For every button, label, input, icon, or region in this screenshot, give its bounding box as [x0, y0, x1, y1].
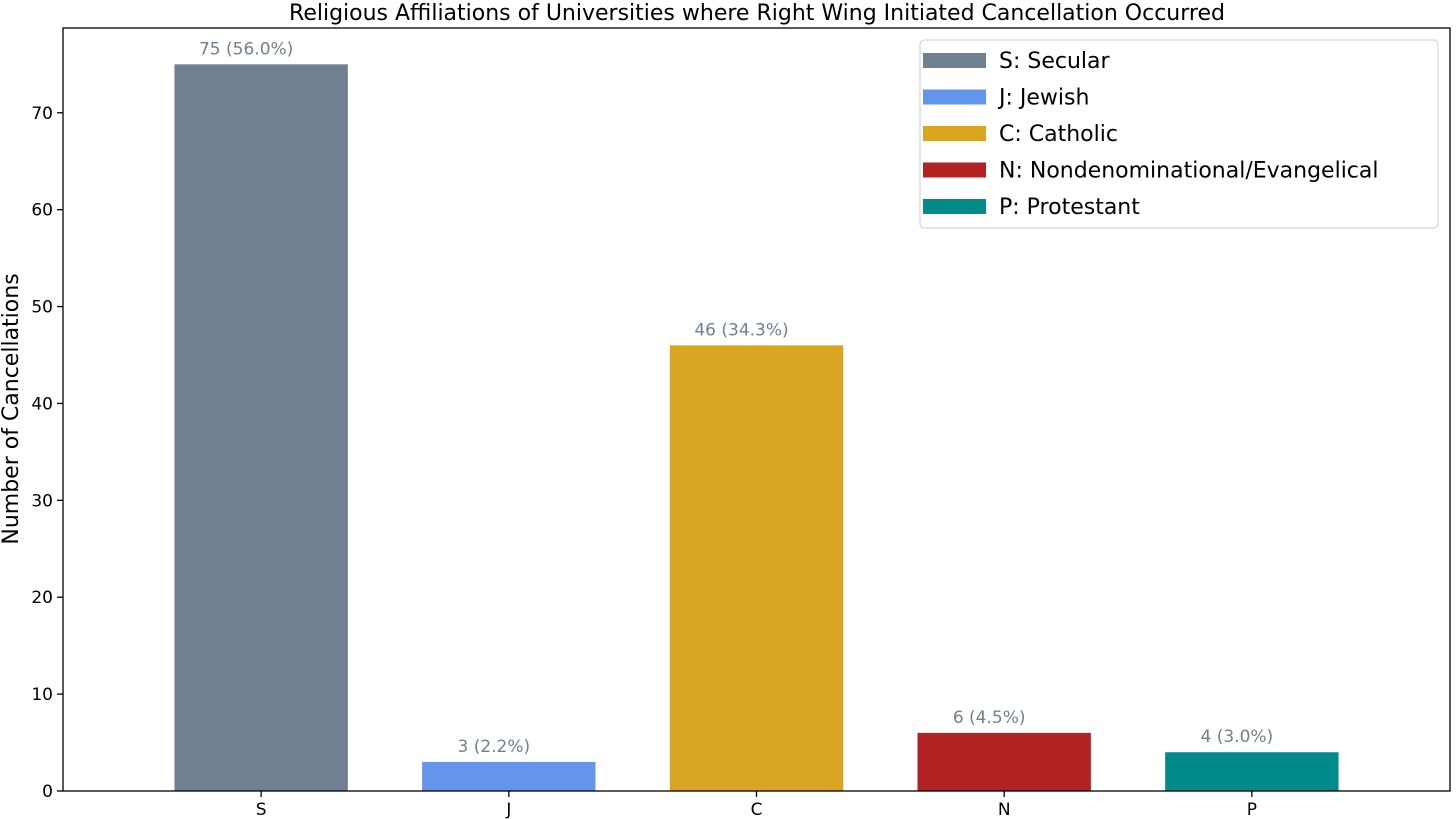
- y-axis-ticks: 0 10 20 30 40 50 60 70: [31, 104, 63, 802]
- y-axis-label: Number of Cancellations: [0, 273, 24, 544]
- bar-C: [669, 345, 844, 791]
- y-tick-label: 30: [31, 491, 53, 511]
- y-tick-label: 20: [31, 588, 53, 608]
- data-label-P: 4 (3.0%): [1201, 727, 1274, 747]
- x-tick-label-P: P: [1247, 800, 1257, 819]
- legend-entry: C: Catholic: [999, 122, 1118, 147]
- legend-entry: P: Protestant: [999, 195, 1140, 220]
- x-tick-label-S: S: [256, 800, 267, 819]
- data-label-J: 3 (2.2%): [457, 737, 530, 757]
- legend-entry: J: Jewish: [997, 86, 1089, 111]
- bar-P: [1165, 752, 1339, 791]
- data-label-S: 75 (56.0%): [199, 39, 293, 59]
- y-tick-label: 0: [42, 782, 53, 802]
- legend-swatch: [923, 53, 986, 68]
- legend-swatch: [923, 126, 986, 141]
- x-tick-label-J: J: [505, 800, 511, 819]
- legend-entry: S: Secular: [999, 49, 1111, 74]
- legend: S: Secular J: Jewish C: Catholic N: Nondeno…: [919, 39, 1439, 229]
- bar-N: [917, 732, 1091, 791]
- data-labels: 75 (56.0%) 3 (2.2%) 46 (34.3%) 6 (4.5%) 4 (3…: [199, 39, 1273, 757]
- y-tick-label: 70: [31, 104, 53, 124]
- y-tick-label: 50: [31, 298, 53, 318]
- x-tick-label-N: N: [998, 800, 1011, 819]
- chart-title: Religious Affiliations of Universities w…: [289, 1, 1225, 26]
- legend-swatch: [923, 162, 986, 178]
- x-tick-label-C: C: [751, 800, 763, 819]
- legend-swatch: [923, 199, 986, 214]
- y-tick-label: 40: [31, 394, 53, 414]
- legend-entry: N: Nondenominational/Evangelical: [999, 159, 1379, 184]
- y-tick-label: 60: [31, 201, 53, 221]
- plot-frame: [62, 27, 1451, 792]
- legend-box: [919, 39, 1439, 229]
- data-label-C: 46 (34.3%): [694, 320, 788, 340]
- legend-swatch: [923, 89, 986, 105]
- bars: [174, 64, 1339, 792]
- bar-S: [174, 64, 348, 792]
- data-label-N: 6 (4.5%): [953, 708, 1026, 728]
- bar-J: [422, 761, 596, 791]
- y-tick-label: 10: [31, 685, 53, 705]
